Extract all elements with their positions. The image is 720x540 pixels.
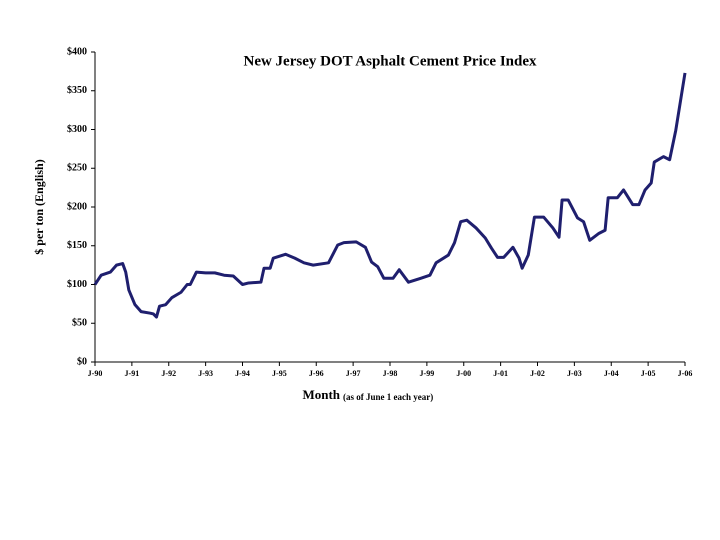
x-tick-label: J-90 <box>88 369 103 378</box>
y-tick-label: $100 <box>67 279 87 290</box>
x-axis-note: (as of June 1 each year) <box>343 392 433 402</box>
x-tick-label: J-98 <box>383 369 398 378</box>
x-tick-label: J-01 <box>493 369 508 378</box>
x-tick-label: J-95 <box>272 369 287 378</box>
y-tick-label: $50 <box>72 318 87 329</box>
x-tick-label: J-06 <box>678 369 693 378</box>
y-tick-label: $150 <box>67 240 87 251</box>
x-tick-label: J-00 <box>456 369 471 378</box>
price-line <box>93 72 687 319</box>
x-tick-label: J-94 <box>235 369 250 378</box>
x-tick-label: J-93 <box>198 369 213 378</box>
x-tick-label: J-92 <box>161 369 176 378</box>
y-tick-label: $400 <box>67 46 87 57</box>
x-tick-label: J-02 <box>530 369 545 378</box>
x-tick-label: J-03 <box>567 369 582 378</box>
x-tick-label: J-04 <box>604 369 619 378</box>
chart-title: New Jersey DOT Asphalt Cement Price Inde… <box>243 53 537 69</box>
x-tick-label: J-91 <box>125 369 140 378</box>
x-tick-label: J-97 <box>346 369 361 378</box>
y-axis-label: $ per ton (English) <box>32 159 46 254</box>
y-tick-label: $300 <box>67 124 87 135</box>
y-tick-label: $0 <box>77 356 87 367</box>
x-axis-label: Month <box>302 387 340 402</box>
y-tick-label: $200 <box>67 201 87 212</box>
x-tick-label: J-99 <box>420 369 435 378</box>
x-tick-label: J-05 <box>641 369 656 378</box>
y-tick-label: $350 <box>67 85 87 96</box>
x-tick-label: J-96 <box>309 369 324 378</box>
y-tick-label: $250 <box>67 163 87 174</box>
